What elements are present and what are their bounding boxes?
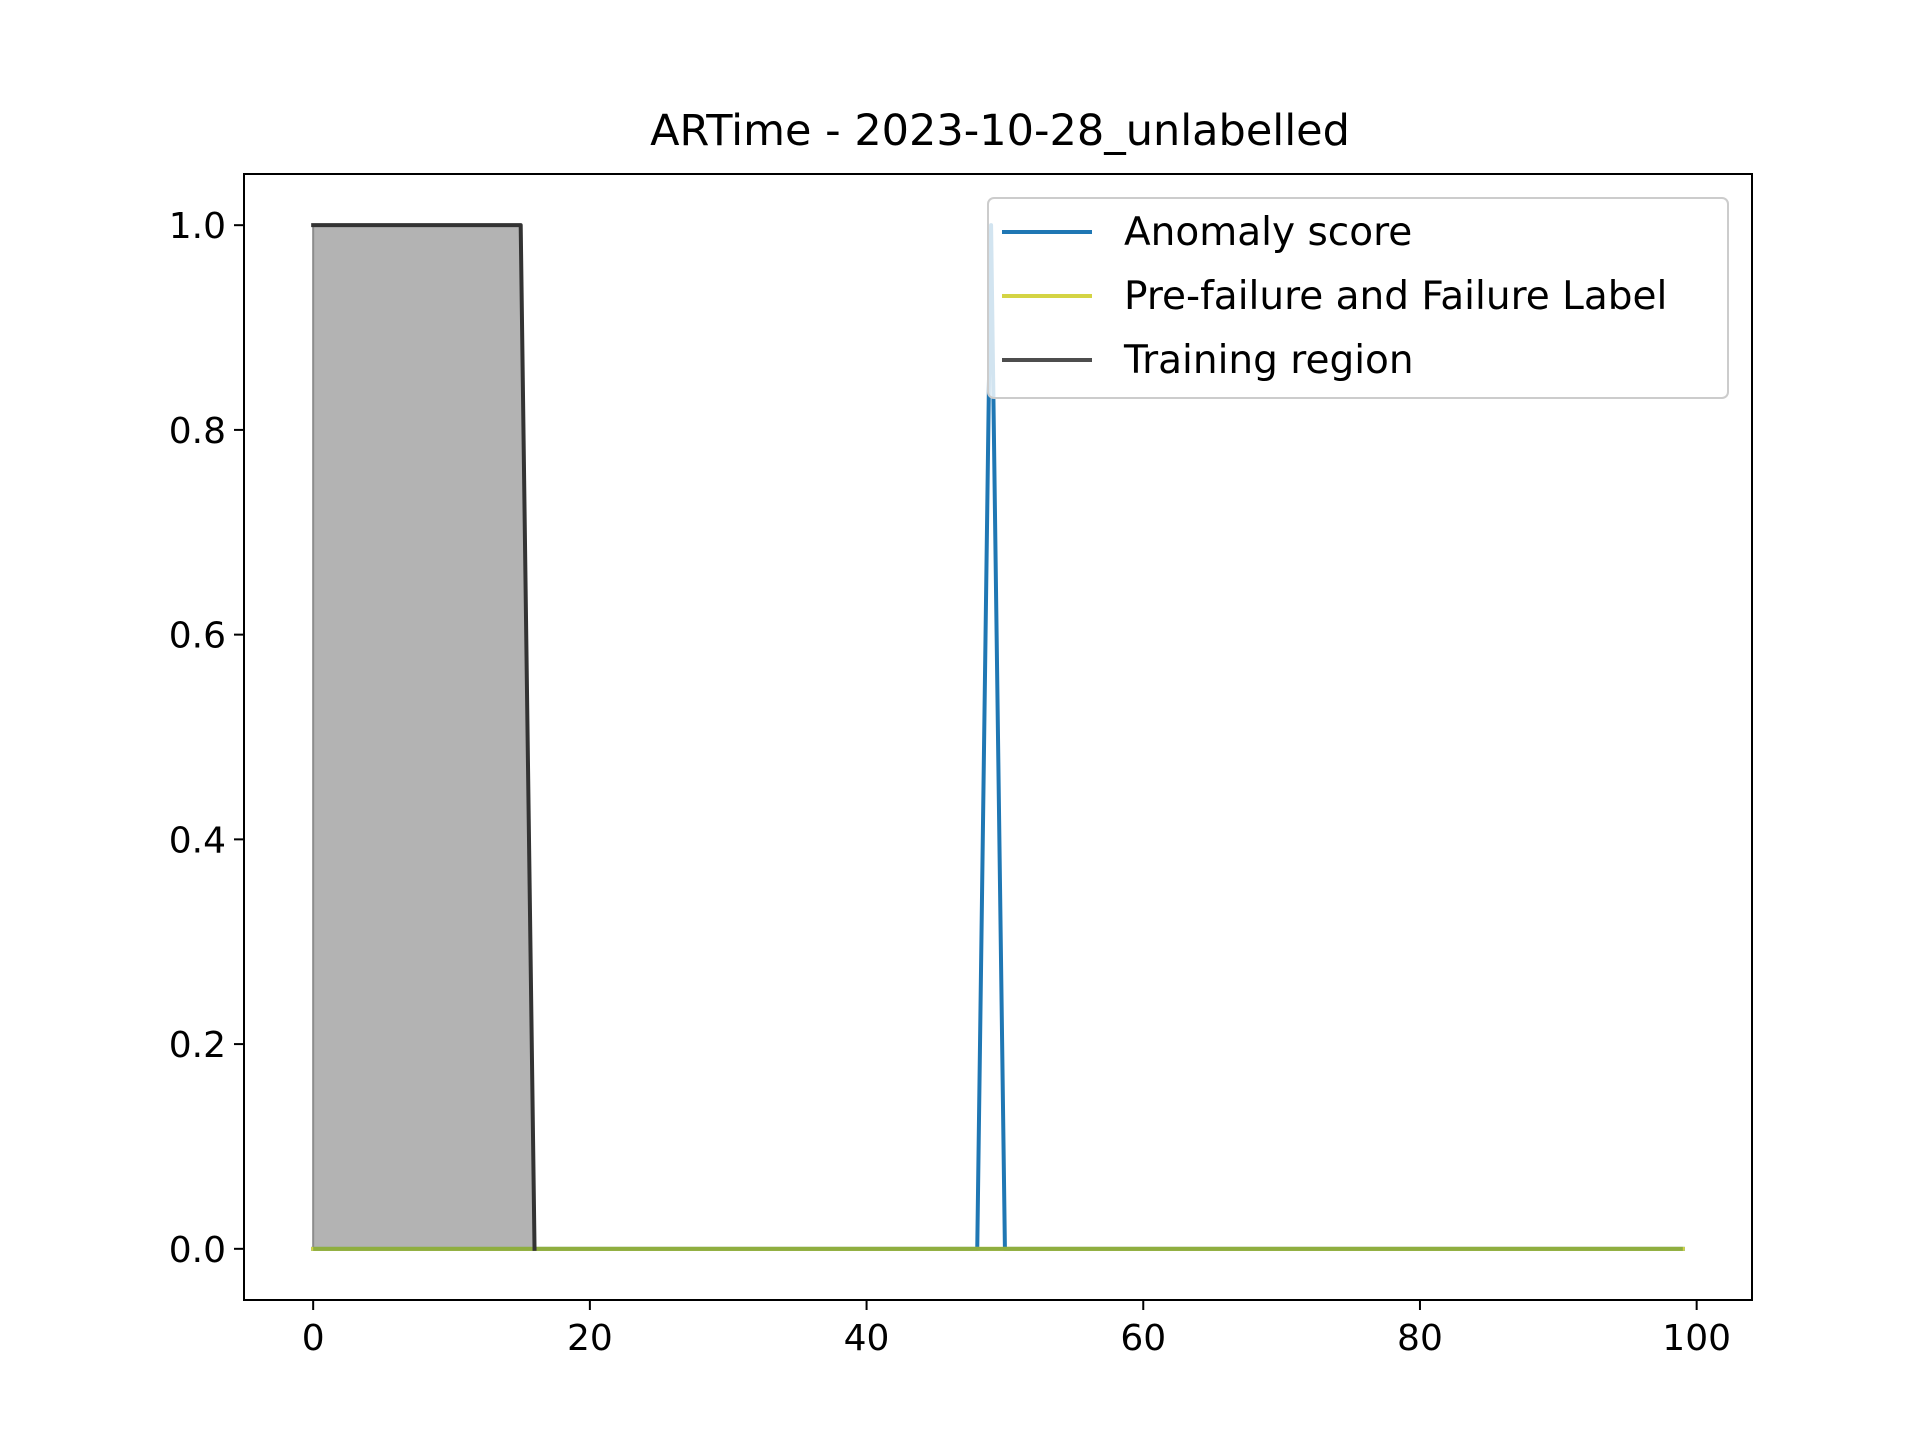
legend: Anomaly score Pre-failure and Failure Lab…: [987, 197, 1729, 399]
legend-label: Training region: [1123, 338, 1414, 383]
legend-label: Pre-failure and Failure Label: [1124, 274, 1667, 319]
x-tick-label: 20: [567, 1318, 613, 1359]
x-tick-label: 80: [1397, 1318, 1443, 1359]
legend-box: [987, 197, 1729, 399]
x-axis: 0 20 40 60 80 100: [302, 1300, 1731, 1359]
x-tick-label: 100: [1662, 1318, 1731, 1359]
x-tick-label: 60: [1120, 1318, 1166, 1359]
axes-frame: [243, 173, 1753, 1301]
y-tick-label: 0.6: [169, 616, 226, 657]
legend-label: Anomaly score: [1124, 210, 1412, 255]
y-tick-label: 1.0: [169, 206, 226, 247]
chart-title: ARTime - 2023-10-28_unlabelled: [650, 106, 1350, 156]
y-tick-label: 0.4: [169, 820, 226, 861]
training-region-fill: [313, 225, 535, 1249]
y-tick-label: 0.2: [169, 1025, 226, 1066]
training-region-line: [311, 223, 537, 1251]
y-tick-label: 0.0: [169, 1230, 226, 1271]
x-tick-label: 40: [844, 1318, 890, 1359]
x-tick-label: 0: [302, 1318, 325, 1359]
y-tick-label: 0.8: [169, 411, 226, 452]
y-axis: 0.0 0.2 0.4 0.6 0.8 1.0: [169, 206, 244, 1271]
